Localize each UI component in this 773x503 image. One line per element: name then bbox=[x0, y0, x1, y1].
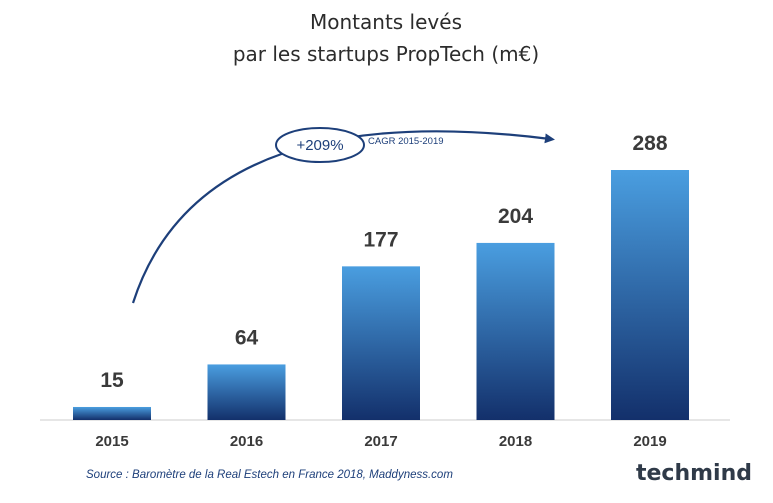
x-tick-2017: 2017 bbox=[364, 433, 397, 450]
value-label-2019: 288 bbox=[632, 132, 667, 155]
bar-2016 bbox=[207, 364, 286, 420]
value-labels: 15 64 177 204 288 bbox=[100, 132, 668, 392]
bar-2019 bbox=[611, 170, 689, 420]
cagr-arrow bbox=[131, 130, 555, 304]
chart-title: Montants levés bbox=[310, 10, 462, 34]
cagr-value-label: +209% bbox=[296, 137, 343, 154]
techmind-logo: techmind bbox=[636, 461, 752, 486]
x-tick-2019: 2019 bbox=[633, 433, 666, 450]
bar-2018 bbox=[476, 242, 555, 420]
x-tick-2015: 2015 bbox=[95, 433, 128, 450]
chart-subtitle: par les startups PropTech (m€) bbox=[233, 42, 539, 66]
value-label-2018: 204 bbox=[498, 205, 533, 228]
value-label-2016: 64 bbox=[235, 326, 259, 349]
cagr-caption: CAGR 2015-2019 bbox=[368, 136, 444, 147]
x-tick-2018: 2018 bbox=[499, 433, 532, 450]
bar-series bbox=[73, 170, 689, 420]
x-tick-2016: 2016 bbox=[230, 433, 263, 450]
cagr-ellipse bbox=[275, 127, 365, 163]
x-tick-labels: 2015 2016 2017 2018 2019 bbox=[95, 433, 666, 450]
value-label-2017: 177 bbox=[363, 228, 398, 251]
bar-2017 bbox=[342, 266, 420, 420]
value-label-2015: 15 bbox=[100, 369, 124, 392]
source-note: Source : Baromètre de la Real Estech en … bbox=[86, 469, 453, 481]
bar-2015 bbox=[73, 406, 151, 420]
